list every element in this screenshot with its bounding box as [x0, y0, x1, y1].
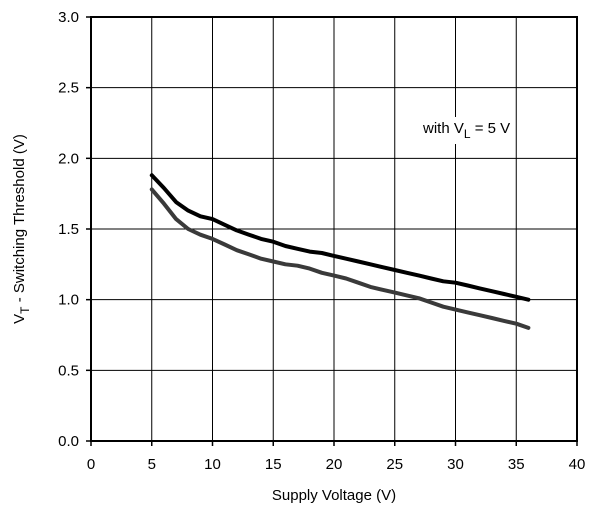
y-tick-label: 1.5: [58, 221, 79, 238]
x-tick-label: 15: [265, 456, 282, 473]
annotation-label: with VL = 5 V: [422, 120, 510, 141]
annotation-suffix: = 5 V: [471, 120, 511, 137]
tick-marks: [86, 16, 578, 446]
series-group: [149, 173, 531, 330]
grid-lines: [91, 17, 577, 441]
annotation-subscript: L: [464, 127, 471, 141]
x-tick-label: 40: [569, 456, 586, 473]
y-axis-title: VT - Switching Threshold (V): [11, 134, 32, 324]
annotation-background: [418, 117, 515, 144]
y-tick-labels: 0.0 0.5 1.0 1.5 2.0 2.5 3.0: [58, 9, 79, 450]
y-tick-label: 0.5: [58, 362, 79, 379]
y-axis-title-main: V: [11, 314, 28, 324]
x-tick-label: 35: [508, 456, 525, 473]
x-tick-label: 30: [447, 456, 464, 473]
y-tick-label: 3.0: [58, 9, 79, 26]
series-line-2: [149, 187, 531, 330]
x-tick-label: 10: [204, 456, 221, 473]
y-tick-label: 1.0: [58, 292, 79, 309]
y-tick-label: 0.0: [58, 433, 79, 450]
x-tick-label: 20: [326, 456, 343, 473]
x-tick-label: 5: [148, 456, 156, 473]
series-line-1: [149, 173, 531, 302]
y-tick-label: 2.5: [58, 80, 79, 97]
x-tick-labels: 0 5 10 15 20 25 30 35 40: [87, 456, 586, 473]
x-tick-label: 25: [386, 456, 403, 473]
x-axis-title: Supply Voltage (V): [272, 487, 396, 504]
y-tick-label: 2.0: [58, 150, 79, 167]
y-axis-title-subscript: T: [18, 306, 32, 314]
annotation-prefix: with V: [422, 120, 464, 137]
y-axis-title-rest: - Switching Threshold (V): [11, 134, 28, 306]
x-tick-label: 0: [87, 456, 95, 473]
